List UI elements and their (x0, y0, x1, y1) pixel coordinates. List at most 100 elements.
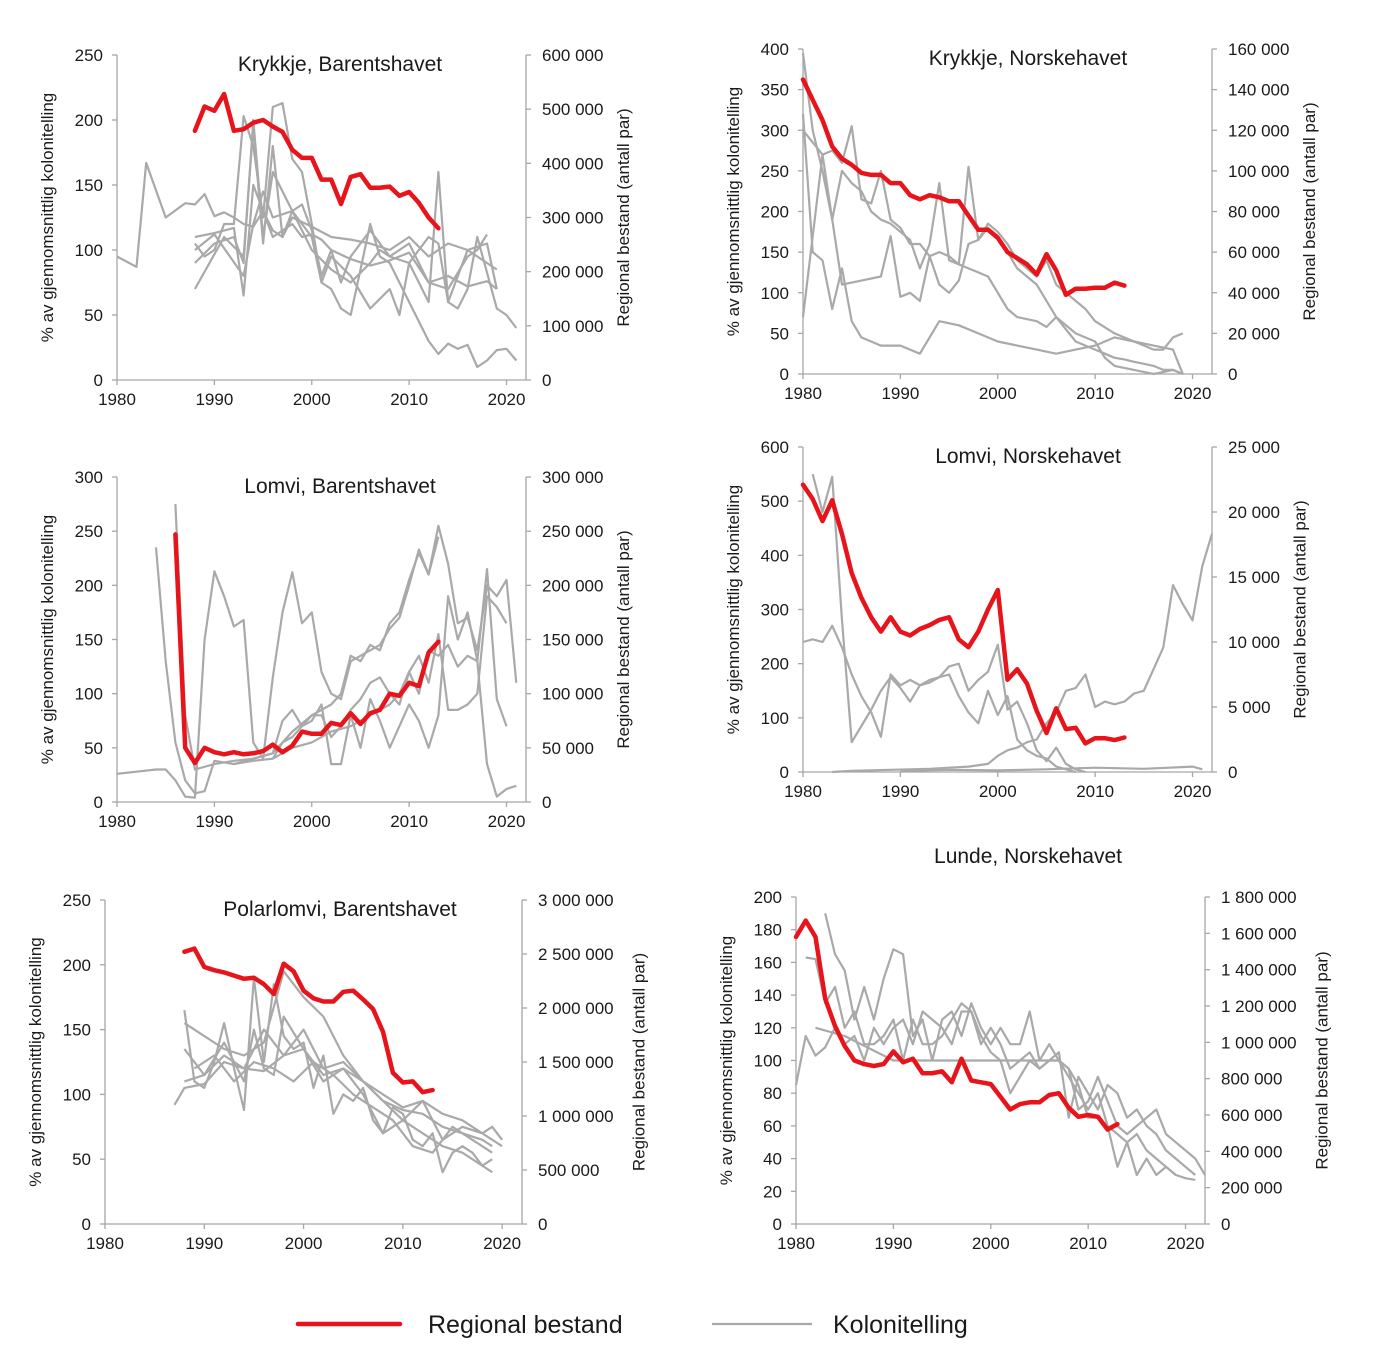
x-tick-label: 1980 (98, 390, 136, 409)
y-tick-label: 200 (63, 956, 91, 975)
x-tick-label: 2010 (390, 390, 428, 409)
y-tick-label: 50 (770, 324, 789, 343)
y2-tick-label: 60 000 (1228, 243, 1280, 262)
y2-tick-label: 1 600 000 (1221, 924, 1297, 943)
y2-tick-label: 160 000 (1228, 40, 1289, 59)
y-tick-label: 250 (761, 162, 789, 181)
x-tick-label: 1990 (185, 1234, 223, 1253)
chart-title: Polarlomvi, Barentshavet (223, 898, 457, 921)
y2-tick-label: 5 000 (1228, 698, 1271, 717)
chart-lomvi-barentshavet: 050100150200250300050 000100 000150 0002… (38, 468, 633, 831)
y2-tick-label: 1 800 000 (1221, 888, 1297, 907)
chart-lomvi-norskehavet: 0 100 200 300 400 500 600 0 5 000 10 000 15 000 20 … (724, 438, 1310, 801)
colony-series-line (195, 127, 516, 329)
y2-tick-label: 600 000 (1221, 1106, 1282, 1125)
x-tick-label: 1990 (881, 782, 919, 801)
y2-tick-label: 500 000 (538, 1161, 599, 1180)
y2-tick-label: 20 000 (1228, 324, 1280, 343)
y-tick-label: 600 (761, 438, 789, 457)
y-tick-label: 250 (75, 522, 103, 541)
y2-tick-label: 300 000 (542, 209, 603, 228)
y2-tick-label: 2 500 000 (538, 945, 614, 964)
legend-colony-label: Kolonitelling (833, 1311, 968, 1339)
y2-tick-label: 300 000 (542, 468, 603, 487)
x-tick-label: 2010 (1076, 782, 1114, 801)
y-tick-label: 0 (773, 1215, 782, 1234)
y-tick-label: 200 (75, 111, 103, 130)
y-axis-title: % av gjennomsnittlig kolonitelling (38, 93, 57, 342)
chart-title: Lomvi, Barentshavet (244, 475, 436, 498)
y2-tick-label: 100 000 (542, 317, 603, 336)
y2-tick-label: 1 000 000 (538, 1107, 614, 1126)
x-tick-label: 2000 (293, 812, 331, 831)
x-tick-label: 2000 (293, 390, 331, 409)
y2-tick-label: 600 000 (542, 46, 603, 65)
y-tick-label: 100 (761, 709, 789, 728)
chart-title: Krykkje, Barentshavet (238, 53, 442, 76)
y-tick-label: 80 (763, 1084, 782, 1103)
x-tick-label: 1990 (874, 1234, 912, 1253)
y-tick-label: 50 (84, 739, 103, 758)
legend: Regional bestand Kolonitelling (298, 1311, 968, 1339)
y2-axis-title: Regional bestand (antall par) (1291, 500, 1310, 718)
y2-tick-label: 400 000 (1221, 1142, 1282, 1161)
y-axis-title: % av gjennomsnittlig kolonitelling (38, 515, 57, 764)
y-tick-label: 50 (72, 1150, 91, 1169)
y2-tick-label: 500 000 (542, 100, 603, 119)
x-tick-label: 1980 (98, 812, 136, 831)
y-tick-label: 100 (754, 1052, 782, 1071)
y-tick-label: 250 (63, 891, 91, 910)
y2-tick-label: 10 000 (1228, 633, 1280, 652)
colony-series-line (184, 1017, 492, 1173)
y2-axis-title: Regional bestand (antall par) (614, 108, 633, 326)
y2-tick-label: 150 000 (542, 631, 603, 650)
x-tick-label: 1980 (784, 384, 822, 403)
y2-tick-label: 100 000 (1228, 162, 1289, 181)
y-tick-label: 250 (75, 46, 103, 65)
y2-tick-label: 40 000 (1228, 284, 1280, 303)
y2-tick-label: 0 (538, 1215, 547, 1234)
y-tick-label: 160 (754, 953, 782, 972)
y-tick-label: 150 (63, 1021, 91, 1040)
y2-tick-label: 1 200 000 (1221, 997, 1297, 1016)
x-tick-label: 2000 (979, 782, 1017, 801)
y2-axis-title: Regional bestand (antall par) (1300, 102, 1319, 320)
figure-canvas: 0501001502002500100 000200 000300 000400… (0, 0, 1379, 1358)
y2-tick-label: 15 000 (1228, 568, 1280, 587)
y-tick-label: 300 (761, 121, 789, 140)
y2-tick-label: 1 500 000 (538, 1053, 614, 1072)
y2-axis-title: Regional bestand (antall par) (1312, 951, 1331, 1169)
y2-tick-label: 0 (1228, 763, 1237, 782)
y-tick-label: 300 (761, 601, 789, 620)
regional-series-line (184, 949, 432, 1093)
y2-tick-label: 50 000 (542, 739, 594, 758)
y-tick-label: 100 (63, 1085, 91, 1104)
colony-series-line (803, 53, 1183, 374)
colony-series-line (832, 534, 1212, 772)
x-tick-label: 2000 (285, 1234, 323, 1253)
y-tick-label: 120 (754, 1019, 782, 1038)
regional-series-line (195, 94, 439, 228)
chart-title: Krykkje, Norskehavet (929, 47, 1128, 70)
x-tick-label: 2010 (1076, 384, 1114, 403)
y-tick-label: 180 (754, 921, 782, 940)
y-tick-label: 60 (763, 1117, 782, 1136)
y-tick-label: 200 (75, 576, 103, 595)
x-tick-label: 2010 (390, 812, 428, 831)
colony-series-line (184, 978, 492, 1172)
chart-title: Lomvi, Norskehavet (935, 445, 1121, 468)
x-tick-label: 2000 (979, 384, 1017, 403)
y2-tick-label: 0 (1221, 1215, 1230, 1234)
x-tick-label: 2020 (1174, 384, 1212, 403)
chart-krykkje-barentshavet: 0 50 100 150 200 250 0 100 000 200 000 300 000 400… (38, 46, 633, 409)
y-tick-label: 40 (763, 1150, 782, 1169)
y2-tick-label: 0 (1228, 365, 1237, 384)
y2-tick-label: 100 000 (542, 685, 603, 704)
y2-tick-label: 3 000 000 (538, 891, 614, 910)
y-axis-title: % av gjennomsnittlig kolonitelling (26, 937, 45, 1186)
y-tick-label: 0 (94, 793, 103, 812)
y-tick-label: 400 (761, 40, 789, 59)
y2-tick-label: 80 000 (1228, 203, 1280, 222)
x-tick-label: 2010 (384, 1234, 422, 1253)
colony-series-line (117, 537, 438, 798)
